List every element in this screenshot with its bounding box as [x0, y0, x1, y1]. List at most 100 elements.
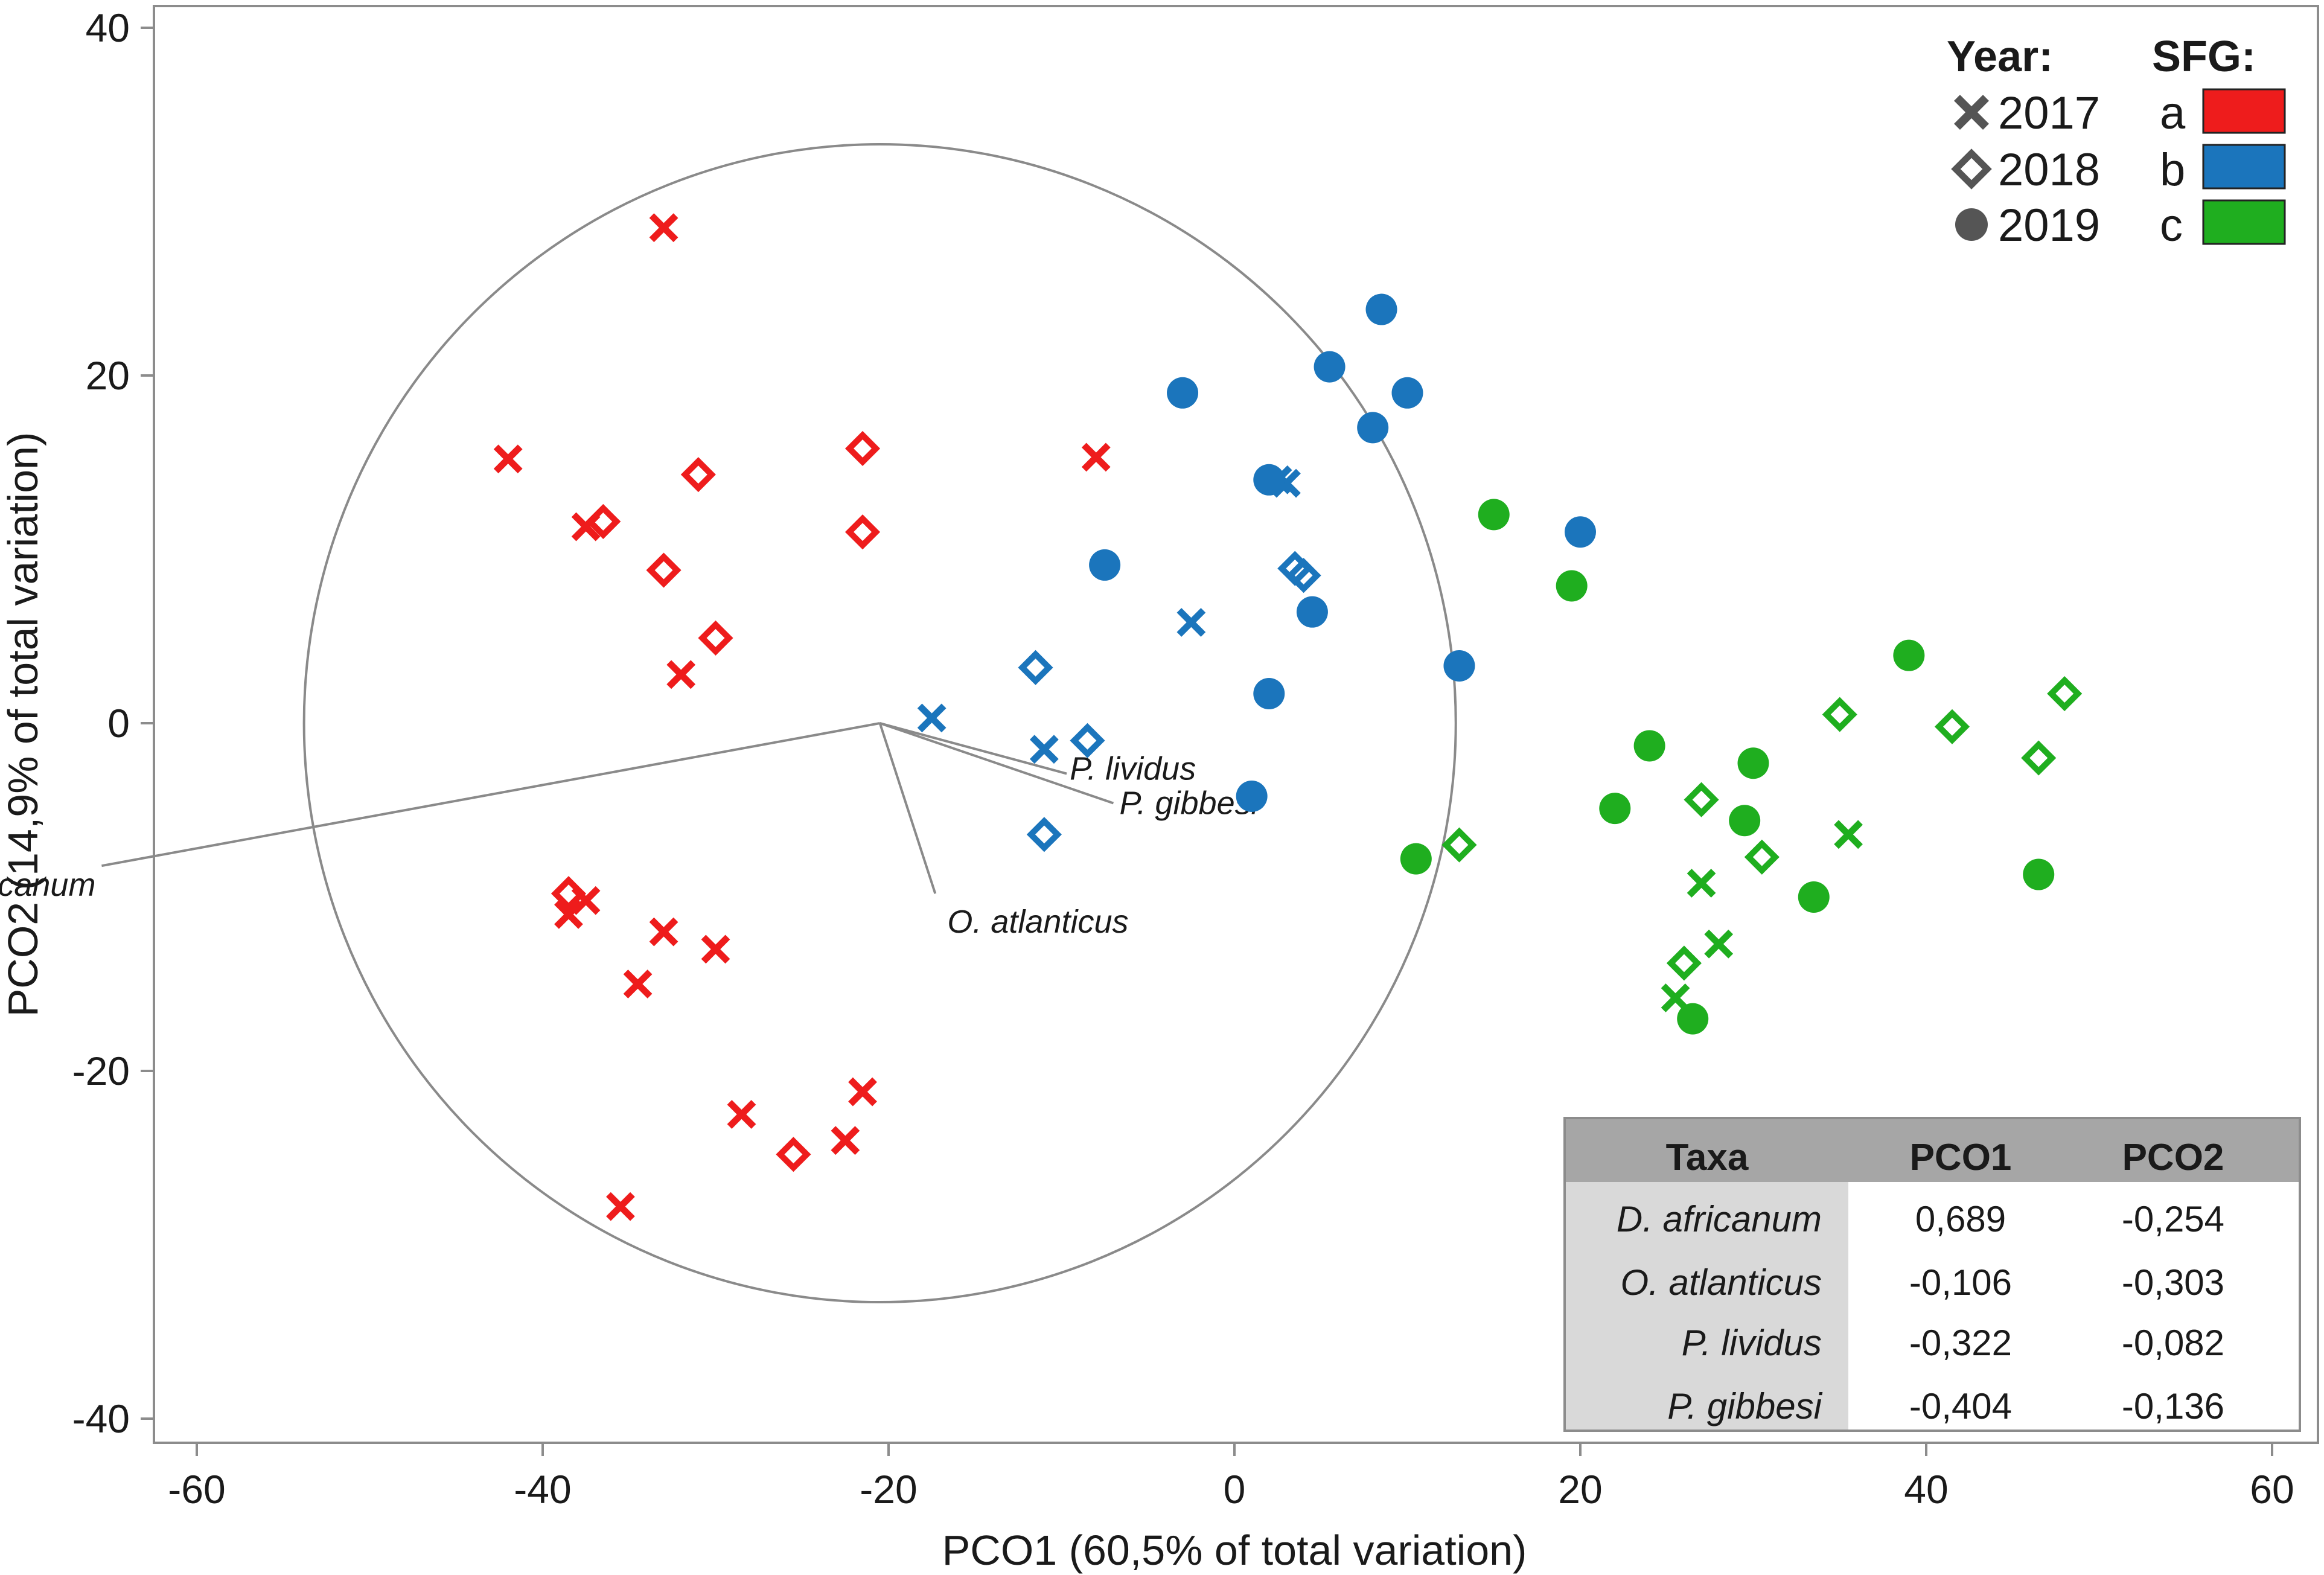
point-diamond-marker — [680, 457, 716, 493]
table-header-pco2: PCO2 — [2122, 1137, 2224, 1178]
x-axis-title: PCO1 (60,5% of total variation) — [942, 1527, 1527, 1574]
point-diamond-marker — [776, 1137, 811, 1172]
point-x-marker — [701, 934, 730, 964]
point-x-marker — [1661, 983, 1690, 1012]
point-x-marker — [727, 1100, 756, 1129]
vector-label: P. lividus — [1070, 751, 1196, 787]
legend-group-b: b — [2160, 144, 2286, 196]
point-circle-marker — [1677, 1003, 1709, 1035]
point-x-marker — [1176, 608, 1206, 637]
point-x-marker — [848, 1077, 877, 1107]
legend-swatch-c — [2202, 199, 2286, 245]
point-x-marker — [917, 703, 947, 733]
point-diamond-marker — [844, 430, 881, 467]
point-diamond-marker — [1026, 817, 1062, 852]
point-circle-marker — [1167, 377, 1199, 409]
y-tick-label: 0 — [107, 701, 130, 746]
point-circle-marker — [1478, 499, 1510, 531]
table-row-3-taxon: P. lividus — [1682, 1323, 1822, 1363]
legend-swatch-b — [2202, 144, 2286, 190]
legend-year-2017: 2017 — [1954, 88, 2100, 139]
point-x-marker — [1029, 735, 1059, 764]
vector-label: P. gibbesi — [1119, 785, 1259, 821]
point-x-marker — [831, 1126, 860, 1155]
loadings-table: Taxa PCO1 PCO2 D. africanum 0,689 -0,254… — [1563, 1117, 2301, 1432]
point-circle-marker — [1599, 793, 1631, 825]
point-diamond-marker — [586, 503, 621, 539]
point-diamond-marker — [1666, 945, 1702, 981]
legend-swatch-a — [2202, 88, 2286, 134]
legend-group-a: a — [2160, 88, 2286, 139]
table-taxa-column-bg — [1566, 1182, 1848, 1430]
x-tick-label: 0 — [1224, 1467, 1246, 1512]
table-row-1-pco2: -0,254 — [2122, 1199, 2224, 1239]
table-header-taxa: Taxa — [1666, 1137, 1749, 1178]
point-circle-marker — [1443, 650, 1475, 682]
table-row-3-pco2: -0,082 — [2122, 1323, 2224, 1363]
legend-group-b-label: b — [2160, 144, 2185, 196]
legend-year-2018-label: 2018 — [1998, 144, 2100, 196]
table-row-4-taxon: P. gibbesi — [1667, 1386, 1822, 1426]
diamond-marker-icon — [1951, 149, 1992, 190]
legend-group-a-label: a — [2160, 88, 2186, 139]
x-tick-label: -20 — [860, 1467, 917, 1512]
table-header-pco1: PCO1 — [1910, 1137, 2012, 1178]
point-x-marker — [493, 444, 523, 474]
point-circle-marker — [1253, 464, 1285, 496]
table-header-bg — [1566, 1119, 2299, 1182]
point-diamond-marker — [1934, 709, 1970, 744]
vector-label: O. atlanticus — [947, 904, 1128, 940]
axes: -60 -40 -20 0 20 40 60 40 20 0 -20 -40 — [72, 5, 2294, 1512]
point-x-marker — [606, 1192, 635, 1221]
table-row-1-pco1: 0,689 — [1915, 1199, 2006, 1239]
point-diamond-marker — [2021, 740, 2057, 776]
point-x-marker — [1687, 869, 1716, 898]
point-diamond-marker — [551, 876, 587, 912]
legend-year-2018: 2018 — [1951, 144, 2100, 196]
legend-year-2019: 2019 — [1955, 200, 2100, 251]
table-row-2-pco2: -0,303 — [2122, 1262, 2224, 1303]
legend-group-c: c — [2160, 199, 2286, 251]
correlation-circle — [302, 142, 1457, 1304]
point-x-marker — [623, 970, 653, 998]
circle-marker-icon — [1955, 208, 1988, 241]
table-row-1-taxon: D. africanum — [1617, 1199, 1822, 1239]
legend-sfg-title: SFG: — [2152, 33, 2256, 81]
point-circle-marker — [1391, 377, 1423, 409]
point-x-marker — [1081, 442, 1111, 472]
point-diamond-marker — [698, 620, 733, 656]
point-circle-marker — [1400, 843, 1432, 875]
point-circle-marker — [1089, 549, 1121, 581]
point-diamond-marker — [1070, 723, 1105, 758]
point-x-marker — [649, 917, 678, 947]
x-tick-label: -60 — [168, 1467, 225, 1512]
point-circle-marker — [1556, 570, 1588, 602]
vector-line — [879, 722, 1114, 805]
point-x-marker — [666, 660, 696, 689]
legend-group-c-label: c — [2160, 200, 2183, 251]
point-circle-marker — [1729, 805, 1761, 837]
x-tick-label: 40 — [1904, 1467, 1948, 1512]
table-row-3-pco1: -0,322 — [1909, 1323, 2012, 1363]
legend: Year: SFG: 2017 2018 2019 a b c — [1947, 33, 2286, 251]
vector-line — [879, 722, 1067, 775]
table-row-2-pco1: -0,106 — [1909, 1262, 2012, 1303]
point-circle-marker — [1357, 412, 1389, 444]
point-circle-marker — [1633, 730, 1665, 762]
vector-line — [101, 722, 881, 867]
table-row-4-pco1: -0,404 — [1909, 1386, 2012, 1426]
point-diamond-marker — [1018, 650, 1053, 685]
y-tick-label: 40 — [86, 5, 130, 50]
point-circle-marker — [1737, 747, 1769, 779]
table-row-2-taxon: O. atlanticus — [1621, 1262, 1822, 1303]
point-diamond-marker — [1822, 697, 1857, 732]
point-diamond-marker — [2047, 676, 2083, 712]
table-row-4-pco2: -0,136 — [2122, 1386, 2224, 1426]
point-circle-marker — [1296, 596, 1328, 628]
point-x-marker — [1834, 820, 1863, 849]
y-tick-label: 20 — [86, 353, 130, 398]
point-circle-marker — [1314, 351, 1346, 383]
x-tick-label: 60 — [2250, 1467, 2294, 1512]
x-marker-icon — [1954, 95, 1989, 130]
